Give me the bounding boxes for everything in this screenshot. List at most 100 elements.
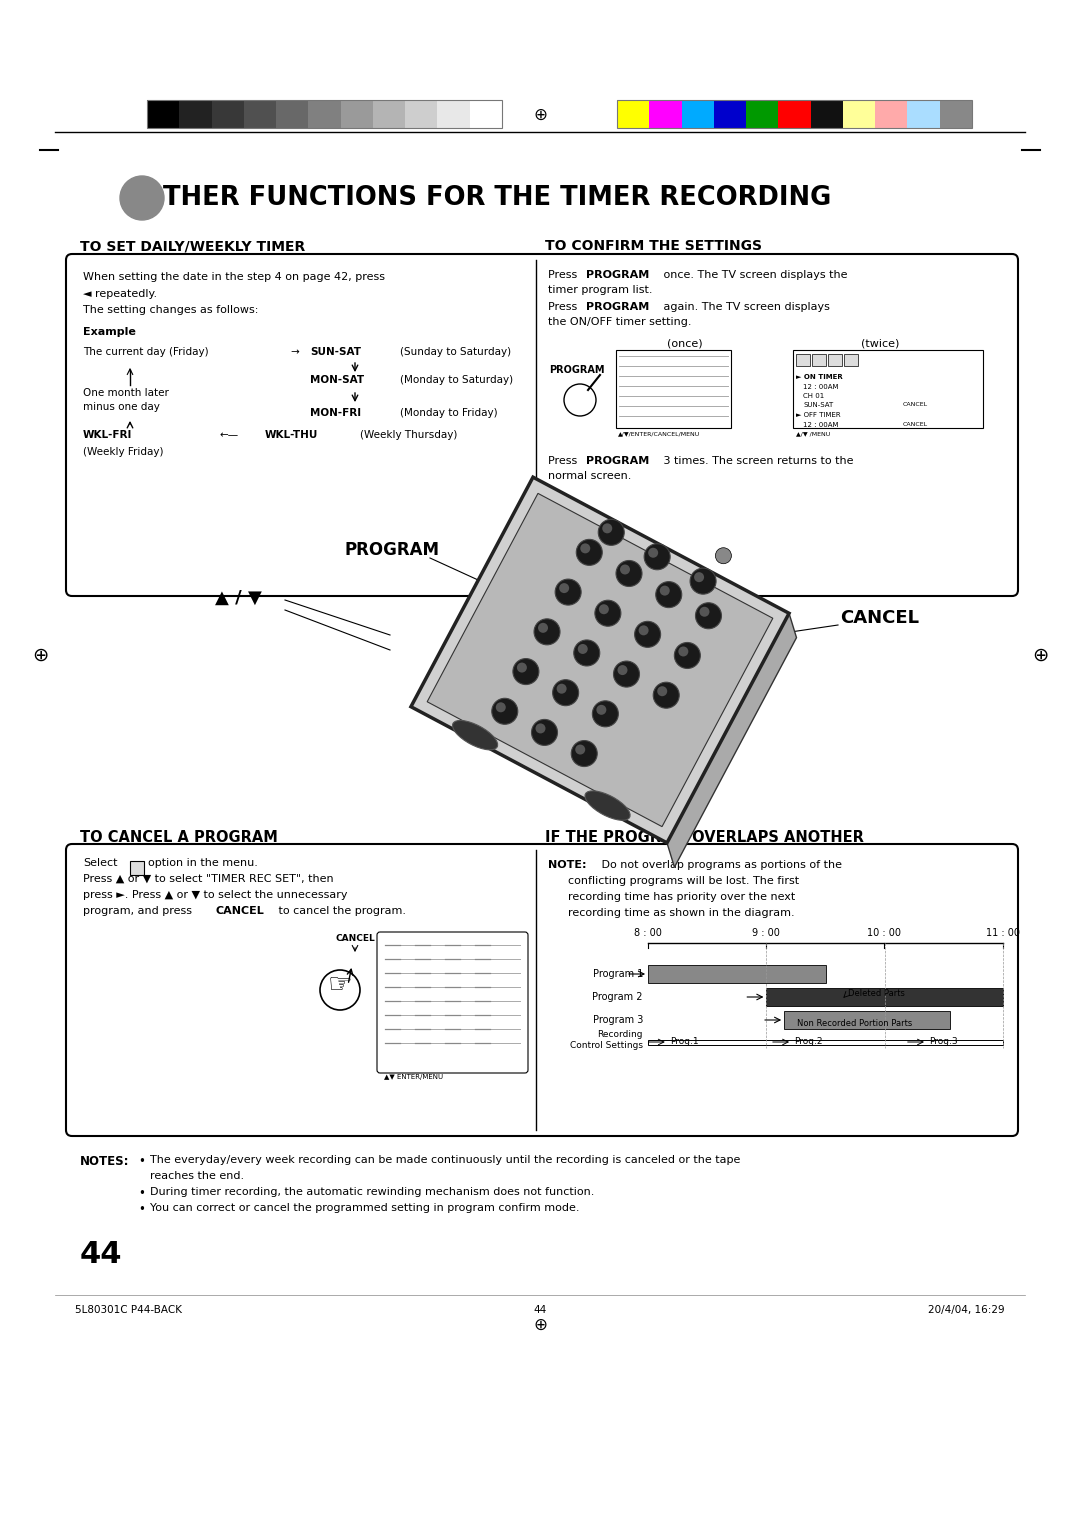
Bar	[437, 99, 470, 128]
Text: The current day (Friday): The current day (Friday)	[83, 347, 208, 358]
Text: CANCEL: CANCEL	[335, 934, 375, 943]
Text: normal screen.: normal screen.	[548, 471, 632, 481]
Text: ⊕: ⊕	[1031, 645, 1049, 665]
Circle shape	[690, 568, 716, 594]
Circle shape	[592, 701, 619, 727]
Circle shape	[538, 623, 548, 633]
Circle shape	[531, 720, 557, 746]
Text: CH 01: CH 01	[804, 393, 824, 399]
Text: CANCEL: CANCEL	[903, 402, 928, 406]
Bar	[812, 354, 826, 367]
Circle shape	[653, 681, 679, 707]
Bar	[147, 99, 502, 128]
Circle shape	[120, 176, 164, 220]
Bar	[179, 99, 212, 128]
Text: When setting the date in the step 4 on page 42, press: When setting the date in the step 4 on p…	[83, 272, 384, 283]
Text: ⊕: ⊕	[534, 105, 546, 124]
Bar	[648, 966, 825, 983]
Text: ⊕: ⊕	[534, 1316, 546, 1334]
Text: SUN-SAT: SUN-SAT	[804, 402, 834, 408]
Bar	[649, 99, 681, 128]
Circle shape	[596, 704, 606, 715]
Text: Prog.2: Prog.2	[794, 1038, 823, 1047]
Text: (Monday to Saturday): (Monday to Saturday)	[400, 374, 513, 385]
Circle shape	[491, 698, 517, 724]
Text: Example: Example	[83, 327, 136, 338]
Circle shape	[618, 665, 627, 675]
Circle shape	[613, 662, 639, 688]
Text: to cancel the program.: to cancel the program.	[275, 906, 406, 915]
Bar	[616, 350, 731, 428]
Text: Non Recorded Portion Parts: Non Recorded Portion Parts	[797, 1019, 913, 1027]
Bar	[907, 99, 940, 128]
Bar	[811, 99, 842, 128]
Text: IF THE PROGRAM OVERLAPS ANOTHER: IF THE PROGRAM OVERLAPS ANOTHER	[545, 831, 864, 845]
Text: ⊕: ⊕	[31, 645, 49, 665]
Text: NOTE:: NOTE:	[548, 860, 586, 869]
Text: PROGRAM: PROGRAM	[549, 365, 605, 374]
Text: PROGRAM: PROGRAM	[345, 541, 440, 559]
Text: recording time has priority over the next: recording time has priority over the nex…	[568, 892, 795, 902]
Text: option in the menu.: option in the menu.	[148, 859, 258, 868]
Circle shape	[124, 180, 156, 212]
Circle shape	[580, 544, 591, 553]
Text: conflicting programs will be lost. The first: conflicting programs will be lost. The f…	[568, 876, 799, 886]
Bar	[309, 99, 340, 128]
Text: 11 : 00: 11 : 00	[986, 927, 1020, 938]
Bar	[714, 99, 746, 128]
Circle shape	[603, 523, 612, 533]
Text: Program 2: Program 2	[593, 992, 643, 1002]
Bar	[767, 989, 1003, 1005]
Circle shape	[556, 683, 567, 694]
Text: press ►. Press ▲ or ▼ to select the unnecessary: press ►. Press ▲ or ▼ to select the unne…	[83, 889, 348, 900]
Bar	[796, 354, 810, 367]
Text: 44: 44	[534, 1305, 546, 1316]
Bar	[405, 99, 437, 128]
Text: You can correct or cancel the programmed setting in program confirm mode.: You can correct or cancel the programmed…	[150, 1203, 580, 1213]
Bar	[828, 354, 842, 367]
Text: again. The TV screen displays: again. The TV screen displays	[660, 303, 829, 312]
Circle shape	[578, 643, 588, 654]
Text: ▲▼ ENTER/MENU: ▲▼ ENTER/MENU	[384, 1074, 443, 1080]
Text: 20/4/04, 16:29: 20/4/04, 16:29	[929, 1305, 1005, 1316]
Bar	[843, 354, 858, 367]
Text: TO CONFIRM THE SETTINGS: TO CONFIRM THE SETTINGS	[545, 238, 762, 254]
Circle shape	[715, 547, 731, 564]
Text: 3 times. The screen returns to the: 3 times. The screen returns to the	[660, 455, 853, 466]
Text: (Weekly Friday): (Weekly Friday)	[83, 448, 163, 457]
Text: MON-FRI: MON-FRI	[310, 408, 361, 419]
Circle shape	[573, 640, 599, 666]
Text: PROGRAM: PROGRAM	[586, 455, 649, 466]
Circle shape	[644, 544, 671, 570]
Text: PROGRAM: PROGRAM	[586, 303, 649, 312]
Text: →: →	[291, 347, 299, 358]
Text: minus one day: minus one day	[83, 402, 160, 413]
Circle shape	[638, 625, 649, 636]
Text: 9 : 00: 9 : 00	[752, 927, 780, 938]
Text: Deleted Parts: Deleted Parts	[848, 989, 905, 998]
Text: SUN-SAT: SUN-SAT	[310, 347, 361, 358]
Text: 12 : 00AM: 12 : 00AM	[804, 384, 838, 390]
Circle shape	[536, 723, 545, 733]
Polygon shape	[667, 613, 797, 868]
Ellipse shape	[453, 721, 498, 750]
Circle shape	[132, 189, 141, 199]
Text: once. The TV screen displays the: once. The TV screen displays the	[660, 270, 848, 280]
Text: ◄ repeatedly.: ◄ repeatedly.	[83, 289, 157, 299]
Text: Program 3: Program 3	[593, 1015, 643, 1025]
Text: Prog.3: Prog.3	[929, 1038, 958, 1047]
Circle shape	[571, 741, 597, 767]
Circle shape	[599, 604, 609, 614]
Text: 8 : 00: 8 : 00	[634, 927, 662, 938]
Circle shape	[129, 185, 148, 205]
Circle shape	[616, 561, 642, 587]
Bar	[617, 99, 649, 128]
Bar	[617, 99, 972, 128]
Text: Prog.1: Prog.1	[670, 1038, 699, 1047]
Text: 44: 44	[80, 1241, 122, 1268]
Text: Press ▲ or ▼ to select "TIMER REC SET", then: Press ▲ or ▼ to select "TIMER REC SET", …	[83, 874, 334, 885]
Text: Press: Press	[548, 303, 581, 312]
Bar	[130, 860, 144, 876]
Text: TO SET DAILY/WEEKLY TIMER: TO SET DAILY/WEEKLY TIMER	[80, 238, 306, 254]
Text: Press: Press	[548, 270, 581, 280]
